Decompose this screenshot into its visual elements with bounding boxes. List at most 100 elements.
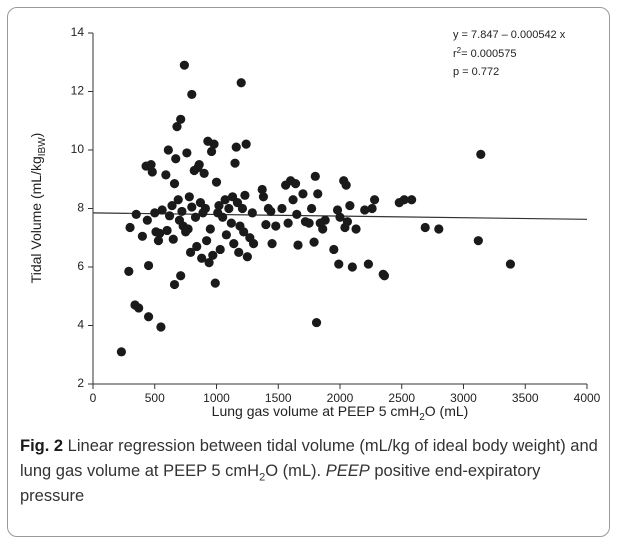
point bbox=[247, 208, 257, 218]
r-squared-part: r bbox=[453, 48, 457, 60]
point bbox=[277, 203, 287, 214]
point bbox=[311, 317, 322, 328]
point bbox=[182, 148, 192, 158]
y-tick-label: 6 bbox=[77, 259, 84, 273]
point bbox=[163, 145, 173, 155]
point bbox=[134, 303, 144, 313]
caption-text: O (mL). bbox=[265, 462, 326, 480]
point bbox=[142, 215, 152, 225]
y-axis-label: Tidal Volume (mL/kgIBW) bbox=[28, 133, 48, 284]
y-axis-label-part: Tidal Volume (mL/kg bbox=[28, 156, 44, 283]
point bbox=[229, 239, 239, 249]
caption-text: Linear regression between tidal volume (… bbox=[20, 437, 598, 480]
point bbox=[208, 250, 218, 260]
point bbox=[176, 271, 186, 281]
point bbox=[257, 184, 267, 195]
point bbox=[215, 244, 225, 255]
point bbox=[345, 200, 355, 211]
point bbox=[367, 203, 377, 214]
point bbox=[124, 266, 134, 276]
point bbox=[206, 146, 217, 157]
y-tick-label: 14 bbox=[71, 25, 85, 39]
point bbox=[242, 252, 252, 262]
point bbox=[137, 231, 147, 241]
point bbox=[169, 179, 180, 189]
point bbox=[329, 244, 339, 255]
point bbox=[288, 195, 298, 205]
point bbox=[347, 262, 357, 272]
point bbox=[169, 279, 180, 290]
y-tick-label: 12 bbox=[71, 84, 85, 98]
point bbox=[290, 179, 301, 189]
figure-frame bbox=[7, 7, 610, 537]
point bbox=[369, 195, 380, 205]
caption-label: Fig. 2 bbox=[20, 437, 64, 455]
point bbox=[147, 167, 157, 177]
x-tick-label: 3000 bbox=[450, 391, 477, 405]
point bbox=[341, 180, 351, 190]
point bbox=[146, 160, 156, 170]
point bbox=[266, 206, 276, 217]
point bbox=[155, 228, 165, 238]
point bbox=[185, 247, 196, 257]
point bbox=[335, 212, 345, 222]
r-squared: r2= 0.000575 bbox=[453, 46, 517, 60]
point bbox=[261, 219, 271, 230]
point bbox=[179, 60, 189, 70]
point bbox=[313, 189, 323, 199]
point bbox=[309, 237, 319, 247]
point bbox=[183, 224, 193, 234]
point bbox=[334, 259, 344, 269]
point bbox=[214, 200, 224, 211]
point bbox=[505, 259, 516, 269]
point bbox=[476, 149, 486, 159]
point bbox=[310, 171, 320, 181]
x-axis-label-part: O (mL) bbox=[425, 403, 469, 419]
equation: y = 7.847 – 0.000542 x bbox=[453, 29, 566, 41]
point bbox=[332, 205, 343, 215]
y-tick-label: 8 bbox=[77, 201, 84, 215]
x-axis-label-sub: 2 bbox=[419, 412, 425, 423]
point bbox=[205, 224, 215, 234]
point bbox=[267, 239, 277, 249]
caption-sub: 2 bbox=[259, 471, 266, 484]
caption-text: positive end-expiratory pressure bbox=[20, 462, 541, 505]
point bbox=[177, 206, 187, 217]
point bbox=[197, 253, 207, 263]
point bbox=[434, 224, 444, 234]
x-tick-label: 1500 bbox=[265, 391, 292, 405]
point bbox=[143, 312, 154, 322]
point bbox=[342, 217, 353, 227]
caption-abbr: PEEP bbox=[325, 462, 370, 480]
x-axis-label-part: Lung gas volume at PEEP 5 cmH bbox=[212, 403, 420, 419]
y-tick-label: 10 bbox=[71, 142, 85, 156]
x-tick-label: 0 bbox=[90, 391, 97, 405]
point bbox=[204, 258, 214, 268]
point bbox=[230, 158, 240, 168]
point bbox=[168, 234, 178, 244]
point bbox=[172, 122, 182, 132]
point bbox=[237, 203, 248, 214]
point bbox=[399, 195, 409, 205]
x-tick-label: 500 bbox=[145, 391, 165, 405]
y-axis-label-sub: IBW bbox=[37, 137, 48, 156]
x-tick-label: 2000 bbox=[327, 391, 354, 405]
caption: Fig. 2 Linear regression between tidal v… bbox=[20, 434, 605, 509]
point bbox=[184, 192, 194, 202]
point bbox=[234, 247, 244, 257]
point bbox=[420, 222, 430, 233]
point bbox=[167, 200, 177, 211]
point bbox=[351, 224, 361, 234]
point bbox=[161, 170, 171, 180]
point bbox=[298, 189, 308, 199]
point bbox=[318, 224, 328, 234]
point bbox=[187, 89, 197, 100]
point bbox=[271, 221, 281, 231]
point bbox=[202, 236, 212, 246]
point bbox=[473, 236, 483, 246]
point bbox=[231, 142, 241, 152]
point bbox=[210, 278, 220, 288]
point bbox=[360, 205, 370, 215]
x-tick-label: 3500 bbox=[512, 391, 539, 405]
point bbox=[220, 195, 230, 205]
